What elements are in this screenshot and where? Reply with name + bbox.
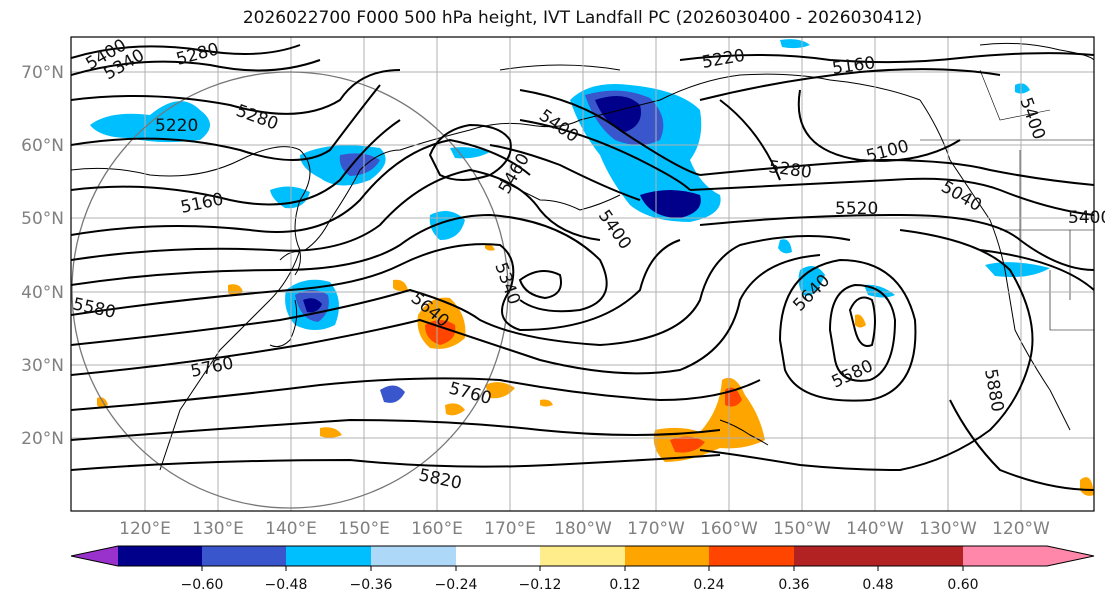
lon-label: 160°W: [700, 519, 758, 539]
lat-label: 30°N: [21, 356, 64, 376]
colorbar-tick-label: −0.48: [265, 577, 308, 593]
gridlines: [71, 37, 1094, 511]
lon-label: 120°E: [119, 519, 171, 539]
colorbar-segment: [625, 546, 709, 566]
political-borders: [920, 69, 1094, 331]
colorbar-segment: [202, 546, 286, 566]
colorbar-segment: [371, 546, 456, 566]
colorbar-tick-label: −0.36: [350, 577, 393, 593]
colorbar-tick-label: 0.48: [862, 577, 893, 593]
colorbar-tick-label: −0.24: [435, 577, 478, 593]
contour-label: 5520: [835, 199, 878, 219]
colorbar-tick-label: −0.60: [181, 577, 224, 593]
lon-label: 150°E: [338, 519, 390, 539]
colorbar-segment: [709, 546, 794, 566]
map-title: 2026022700 F000 500 hPa height, IVT Land…: [242, 8, 923, 28]
colorbar-outline: [70, 545, 1095, 567]
height-contours: [71, 44, 1094, 491]
colorbar-segment: [456, 546, 540, 566]
colorbar: −0.60 −0.48 −0.36 −0.24 −0.12 0.12 0.24 …: [70, 545, 1095, 593]
lat-label: 20°N: [21, 429, 64, 449]
contour-label: 5400: [1068, 208, 1105, 228]
colorbar-segment: [286, 546, 371, 566]
lon-label: 140°W: [846, 519, 904, 539]
colorbar-tick-label: 0.12: [609, 577, 640, 593]
latitude-labels: 70°N 60°N 50°N 40°N 30°N 20°N: [21, 63, 64, 449]
colorbar-segment: [540, 546, 625, 566]
lon-label: 120°W: [992, 519, 1050, 539]
colorbar-tick-label: −0.12: [519, 577, 562, 593]
lon-label: 130°E: [192, 519, 244, 539]
colorbar-segment: [963, 546, 1047, 566]
colorbar-tick-label: 0.24: [693, 577, 724, 593]
colorbar-tick-label: 0.60: [947, 577, 978, 593]
longitude-labels: 120°E 130°E 140°E 150°E 160°E 170°E 180°…: [119, 519, 1050, 539]
coastlines: [71, 42, 1094, 471]
colorbar-segment: [118, 546, 202, 566]
lon-label: 170°W: [627, 519, 685, 539]
lon-label: 150°W: [773, 519, 831, 539]
lon-label: 170°E: [484, 519, 536, 539]
lon-label: 180°W: [554, 519, 612, 539]
lon-label: 130°W: [919, 519, 977, 539]
lat-label: 70°N: [21, 63, 64, 83]
contour-label: 5220: [155, 116, 198, 136]
lon-label: 160°E: [411, 519, 463, 539]
landfall-region-circle: [71, 71, 509, 509]
map-frame: [70, 36, 1095, 512]
lat-label: 60°N: [21, 136, 64, 156]
lat-label: 40°N: [21, 283, 64, 303]
colorbar-extend-low: [71, 546, 118, 566]
colorbar-segment: [878, 546, 963, 566]
lon-label: 140°E: [265, 519, 317, 539]
lat-label: 50°N: [21, 209, 64, 229]
colorbar-tick-label: 0.36: [778, 577, 809, 593]
colorbar-extend-high: [1047, 546, 1094, 566]
colorbar-segment: [794, 546, 878, 566]
ivt-positive-shading: [97, 244, 1094, 496]
